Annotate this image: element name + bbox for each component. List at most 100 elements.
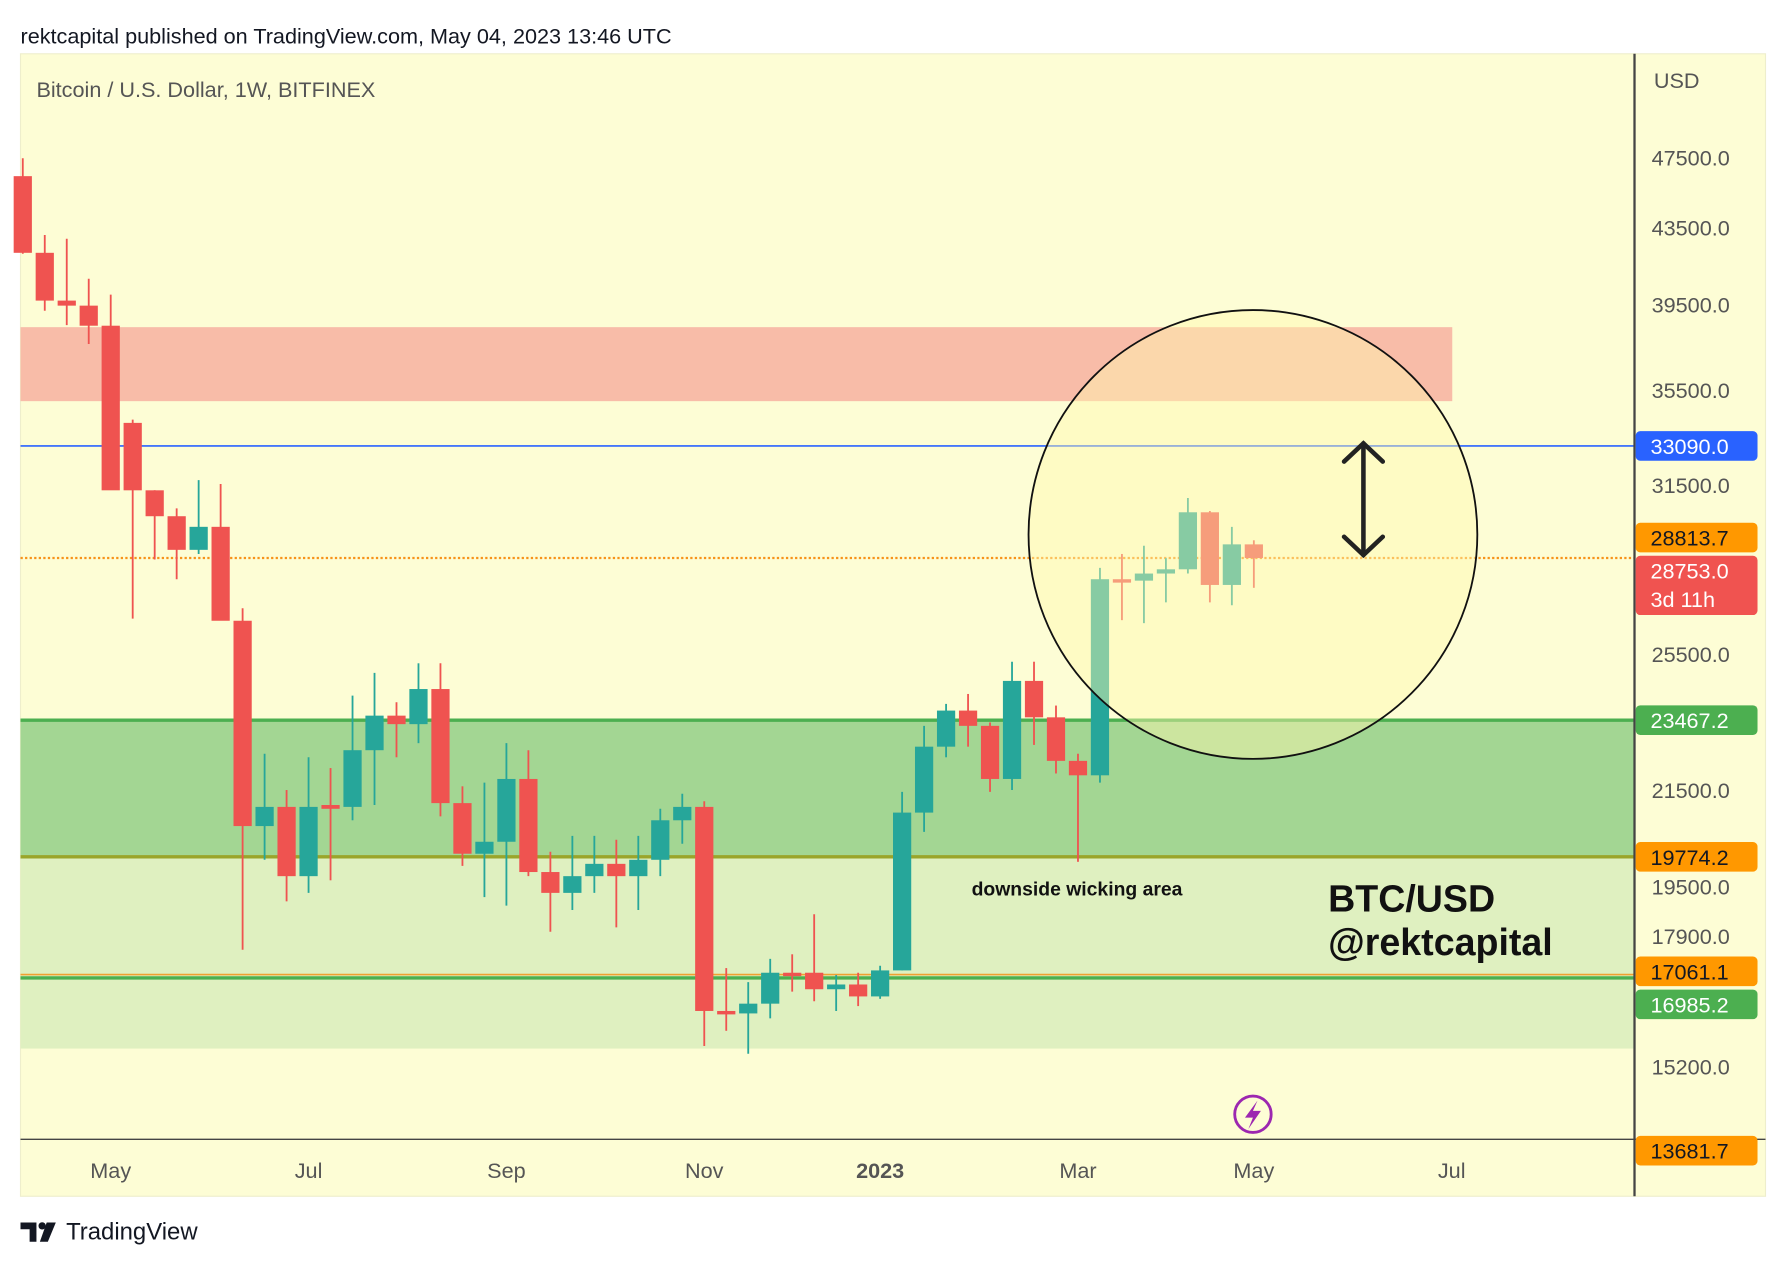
candle[interactable] <box>739 982 758 1054</box>
candle[interactable] <box>519 750 538 877</box>
candle-body <box>387 715 406 725</box>
candle[interactable] <box>1024 661 1044 745</box>
candle[interactable] <box>365 672 384 806</box>
candle[interactable] <box>629 835 648 910</box>
candle[interactable] <box>651 808 670 877</box>
candle[interactable] <box>299 757 318 893</box>
zone-downside-wick <box>20 856 1635 1049</box>
highlight-circle <box>1027 309 1479 760</box>
lightning-icon[interactable] <box>1233 1094 1273 1134</box>
candle[interactable] <box>695 801 714 1047</box>
candle-body <box>453 803 472 854</box>
candle[interactable] <box>1068 753 1088 862</box>
candle-body <box>145 490 164 517</box>
tradingview-logo-icon[interactable] <box>20 1222 56 1242</box>
time-tick-label: Nov <box>685 1158 724 1183</box>
candle[interactable] <box>893 791 912 971</box>
candle[interactable] <box>805 914 824 1002</box>
candle[interactable] <box>255 753 274 860</box>
candle-body <box>673 806 692 821</box>
candle[interactable] <box>936 703 956 758</box>
candle[interactable] <box>453 786 472 866</box>
candle[interactable] <box>1156 558 1176 603</box>
candle[interactable] <box>673 793 692 844</box>
candle[interactable] <box>1200 510 1219 603</box>
candle[interactable] <box>1134 545 1154 624</box>
price-badge-text: 28753.0 <box>1650 559 1728 584</box>
candle-body <box>1024 680 1044 718</box>
candle-body <box>958 710 978 726</box>
candle[interactable] <box>13 158 32 254</box>
candle[interactable] <box>761 958 780 1019</box>
price-tick-label: 19500.0 <box>1652 874 1730 899</box>
candle[interactable] <box>1046 705 1066 774</box>
zone-support <box>20 720 1635 857</box>
candle[interactable] <box>35 235 54 311</box>
candle[interactable] <box>1178 497 1198 574</box>
price-badge: 28813.7 <box>1635 522 1758 553</box>
candle-body <box>1002 680 1022 779</box>
candle[interactable] <box>409 663 428 744</box>
candle[interactable] <box>958 693 978 747</box>
candle[interactable] <box>849 972 868 1007</box>
candle[interactable] <box>343 695 362 821</box>
candle[interactable] <box>717 968 736 1031</box>
wick-area-label: downside wicking area <box>972 879 1183 901</box>
price-badge-bg <box>1635 705 1758 735</box>
candle[interactable] <box>145 490 164 560</box>
candle[interactable] <box>277 790 296 902</box>
candle[interactable] <box>167 508 186 580</box>
price-badges: 33090.0 28813.7 28753.0 3d 11h 23467.2 19774.… <box>1635 431 1758 1166</box>
candle[interactable] <box>101 294 120 491</box>
price-badge-countdown: 3d 11h <box>1650 587 1715 612</box>
price-tick-label: 17900.0 <box>1652 924 1730 949</box>
price-badge: 16985.2 <box>1635 989 1758 1020</box>
candle[interactable] <box>1244 540 1263 588</box>
time-tick-label: Jul <box>1438 1158 1466 1183</box>
time-axis[interactable]: May Jul Sep Nov 2023 Mar May Jul <box>90 1158 1465 1183</box>
candle[interactable] <box>871 965 890 999</box>
candle[interactable] <box>585 835 604 893</box>
candle[interactable] <box>980 722 1000 792</box>
candle[interactable] <box>475 782 494 898</box>
candle[interactable] <box>1002 661 1022 791</box>
candle-body <box>1244 544 1263 559</box>
price-badge: 23467.2 <box>1635 705 1758 735</box>
candle-body <box>497 778 516 842</box>
candle[interactable] <box>497 743 516 906</box>
price-axis[interactable]: 47500.0 43500.0 39500.0 35500.0 31500.0 25500… <box>1652 145 1730 1079</box>
candle[interactable] <box>1090 567 1110 783</box>
candle[interactable] <box>1112 553 1132 621</box>
candle[interactable] <box>1222 526 1241 606</box>
tradingview-brand[interactable]: TradingView <box>66 1219 198 1246</box>
candle[interactable] <box>607 839 626 928</box>
candle-body <box>35 252 54 301</box>
candle[interactable] <box>57 238 76 326</box>
candle[interactable] <box>783 954 802 992</box>
currency-label: USD <box>1654 68 1700 93</box>
candle[interactable] <box>563 835 582 910</box>
candle[interactable] <box>123 419 142 619</box>
candle[interactable] <box>387 702 406 758</box>
symbol-legend[interactable]: Bitcoin / U.S. Dollar, 1W, BITFINEX <box>36 77 375 102</box>
time-tick-label: May <box>1233 1158 1274 1183</box>
candle-body <box>980 725 1000 779</box>
candle[interactable] <box>431 663 450 817</box>
candle[interactable] <box>541 851 560 932</box>
price-badge-text: 16985.2 <box>1650 992 1728 1017</box>
candle[interactable] <box>189 480 208 554</box>
candle[interactable] <box>79 278 98 344</box>
candle-body <box>563 876 582 893</box>
candle-body <box>321 805 340 809</box>
publish-header: rektcapital published on TradingView.com… <box>21 24 672 49</box>
candle[interactable] <box>914 725 934 832</box>
price-badge-bg <box>1635 956 1758 987</box>
price-tick-label: 39500.0 <box>1652 293 1730 318</box>
candle[interactable] <box>211 483 230 621</box>
candle-body <box>651 820 670 860</box>
candle[interactable] <box>827 975 846 1011</box>
candle-body <box>1046 717 1066 761</box>
candle-body <box>255 806 274 827</box>
candle[interactable] <box>233 608 252 950</box>
candle[interactable] <box>321 768 340 881</box>
